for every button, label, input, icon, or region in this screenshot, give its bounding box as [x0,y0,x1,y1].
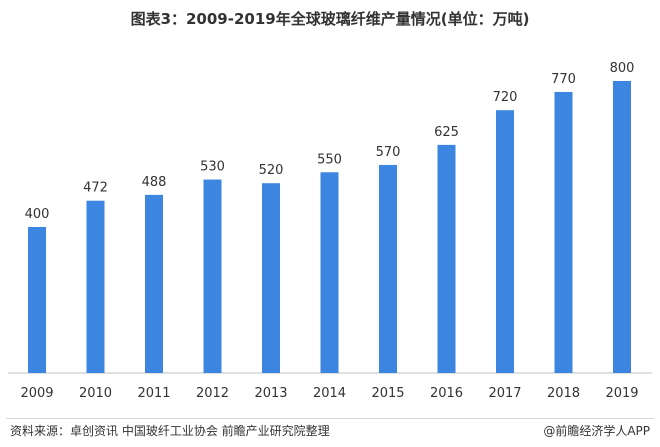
value-label-2011: 488 [142,175,167,190]
bar-2010 [86,200,105,373]
bar-2015 [379,164,397,373]
x-tick-2009: 2009 [20,386,53,401]
x-tick-2015: 2015 [371,386,404,401]
x-tick-2017: 2017 [488,386,521,401]
bar-2011 [145,194,163,373]
value-label-2012: 530 [200,160,225,175]
brand-credit: @前瞻经济学人APP [543,424,650,438]
value-label-2018: 770 [551,72,576,87]
footer: 资料来源：卓创资讯 中国玻纤工业协会 前瞻产业研究院整理 @前瞻经济学人APP [6,418,654,438]
chart-title: 图表3：2009-2019年全球玻璃纤维产量情况(单位：万吨) [130,10,530,28]
bar-2014 [320,172,339,373]
x-tick-2019: 2019 [605,386,638,401]
bar-2009 [28,227,46,373]
x-tick-2016: 2016 [430,386,463,401]
x-tick-2013: 2013 [254,386,287,401]
bar-chart: 400 472 488 530 520 550 570 625 720 770 800 2009 20… [8,61,652,401]
value-label-2015: 570 [376,145,401,160]
value-label-2017: 720 [493,90,518,105]
value-label-2013: 520 [259,163,284,178]
x-tick-2011: 2011 [137,386,170,401]
x-tick-2010: 2010 [79,386,112,401]
value-label-2014: 550 [317,152,342,167]
bar-2019 [613,81,631,373]
bar-2017 [496,110,514,373]
bar-2016 [437,144,456,373]
value-label-2009: 400 [25,207,50,222]
value-label-2019: 800 [610,61,635,76]
bar-2018 [554,91,573,373]
x-tick-2018: 2018 [547,386,580,401]
x-tick-2012: 2012 [196,386,229,401]
value-label-2016: 625 [434,125,459,140]
source-note: 资料来源：卓创资讯 中国玻纤工业协会 前瞻产业研究院整理 [10,424,330,438]
bar-2013 [262,183,280,373]
bar-2012 [203,179,222,373]
value-label-2010: 472 [83,181,108,196]
x-tick-2014: 2014 [313,386,346,401]
